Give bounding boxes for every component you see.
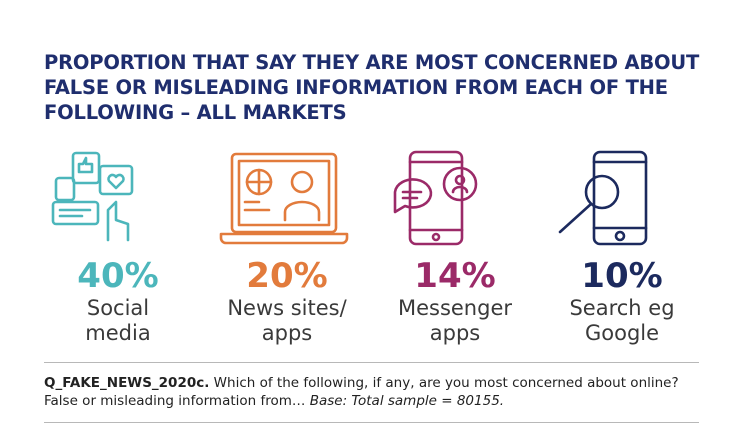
stat-item: 14% Messenger apps (370, 148, 540, 346)
label: Google (584, 321, 660, 345)
question-code: Q_FAKE_NEWS_2020c. (44, 375, 210, 391)
footnote: Q_FAKE_NEWS_2020c. Which of the followin… (44, 374, 704, 410)
icon (393, 150, 478, 246)
percent: 40% (77, 256, 159, 296)
icon (558, 150, 648, 246)
label: media (85, 321, 151, 345)
question: Which of the following, if any, are you … (44, 375, 679, 409)
title: PROPORTION THAT SAY THEY ARE MOST CONCER… (44, 51, 700, 124)
percent: 14% (414, 256, 496, 296)
icon (51, 151, 134, 242)
divider (44, 422, 699, 423)
stat-item: 40% Social media (33, 148, 203, 346)
label: apps (429, 321, 481, 345)
percent: 10% (581, 256, 663, 296)
stat-item: 20% News sites/apps (202, 148, 372, 346)
divider (44, 362, 699, 363)
icon (219, 152, 349, 245)
percent: 20% (246, 256, 328, 296)
label: apps (261, 321, 313, 345)
label: Messenger (397, 296, 513, 320)
base: Base: Total sample = 80155. (309, 393, 505, 409)
label: Social (86, 296, 150, 320)
stat-item: 10% Search eg Google (537, 148, 707, 346)
label: News sites/ (227, 296, 347, 320)
label: Search eg (569, 296, 675, 320)
